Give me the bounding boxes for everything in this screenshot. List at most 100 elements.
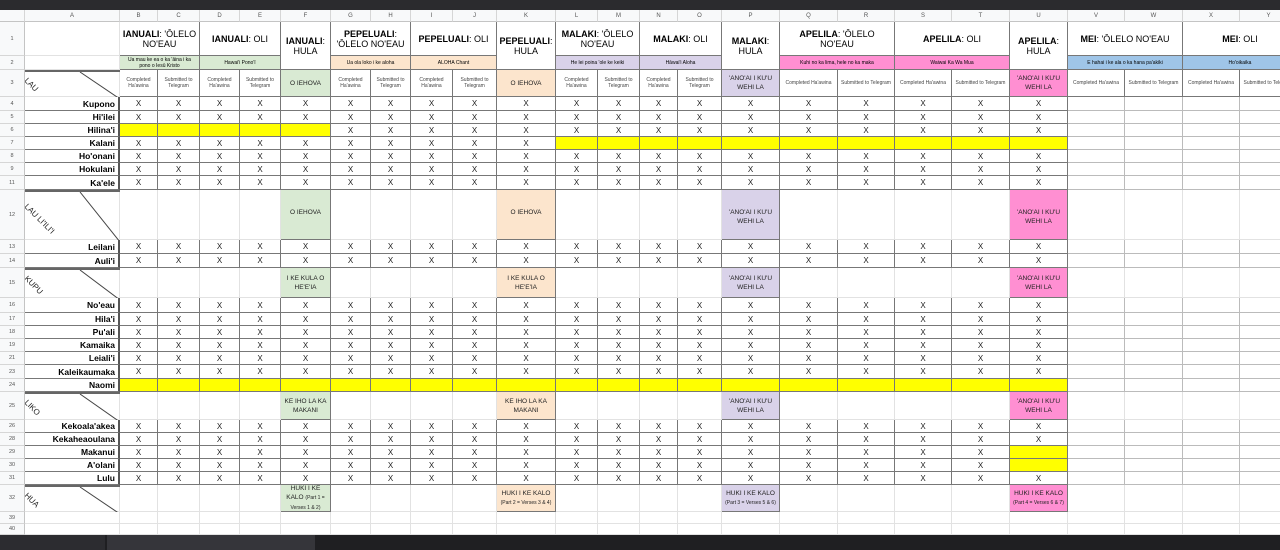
cell[interactable]	[838, 485, 895, 512]
cell[interactable]	[640, 268, 678, 298]
completion-mark[interactable]: X	[453, 339, 497, 352]
completion-mark[interactable]: X	[158, 163, 200, 176]
cell[interactable]	[780, 512, 838, 524]
completion-mark[interactable]: X	[556, 313, 598, 326]
completion-mark[interactable]: X	[722, 459, 780, 472]
completion-mark[interactable]: X	[331, 472, 371, 485]
completion-mark[interactable]: X	[640, 352, 678, 365]
cell-l[interactable]	[556, 379, 598, 392]
completion-mark[interactable]: X	[331, 326, 371, 339]
cell-x[interactable]	[1183, 240, 1240, 254]
row-header-1[interactable]: 1	[0, 22, 25, 56]
completion-mark[interactable]: X	[281, 352, 331, 365]
completion-mark[interactable]: X	[331, 137, 371, 150]
completion-mark[interactable]: X	[722, 420, 780, 433]
cell-x[interactable]	[1183, 163, 1240, 176]
completion-mark[interactable]: X	[722, 339, 780, 352]
completion-mark[interactable]: X	[411, 137, 453, 150]
completion-mark[interactable]: X	[838, 352, 895, 365]
cell[interactable]	[1068, 485, 1125, 512]
cell[interactable]	[240, 524, 281, 535]
completion-mark[interactable]: X	[678, 472, 722, 485]
cell[interactable]	[25, 268, 120, 298]
completion-mark[interactable]: X	[952, 365, 1010, 379]
completion-mark[interactable]: X	[598, 326, 640, 339]
completion-mark[interactable]: X	[838, 433, 895, 446]
completion-mark[interactable]: X	[371, 254, 411, 268]
completion-mark[interactable]: X	[598, 352, 640, 365]
completion-mark[interactable]: X	[120, 137, 158, 150]
column-header-h[interactable]: H	[371, 10, 411, 22]
cell-w[interactable]	[1125, 163, 1183, 176]
completion-mark[interactable]: X	[411, 352, 453, 365]
completion-mark[interactable]: X	[722, 240, 780, 254]
cell[interactable]	[200, 485, 240, 512]
completion-mark[interactable]: X	[598, 446, 640, 459]
completion-mark[interactable]: X	[556, 240, 598, 254]
completion-mark[interactable]: X	[411, 298, 453, 313]
select-all-corner[interactable]	[0, 10, 25, 22]
bottom-bar-tab[interactable]	[107, 535, 315, 550]
column-header-v[interactable]: V	[1068, 10, 1125, 22]
completion-mark[interactable]: X	[497, 326, 556, 339]
cell-y[interactable]	[1240, 446, 1280, 459]
cell-d[interactable]	[200, 379, 240, 392]
cell-v[interactable]	[1068, 339, 1125, 352]
completion-mark[interactable]: X	[371, 313, 411, 326]
completion-mark[interactable]: X	[598, 254, 640, 268]
completion-mark[interactable]: X	[200, 420, 240, 433]
cell-x[interactable]	[1183, 420, 1240, 433]
cell[interactable]	[371, 392, 411, 420]
completion-mark[interactable]: X	[838, 163, 895, 176]
completion-mark[interactable]: X	[453, 298, 497, 313]
completion-mark[interactable]: X	[453, 433, 497, 446]
completion-mark[interactable]: X	[640, 124, 678, 137]
completion-mark[interactable]: X	[678, 365, 722, 379]
cell[interactable]	[120, 268, 158, 298]
cell[interactable]	[1010, 512, 1068, 524]
completion-mark[interactable]: X	[838, 420, 895, 433]
cell[interactable]	[240, 268, 281, 298]
completion-mark[interactable]: X	[1010, 339, 1068, 352]
cell[interactable]	[895, 190, 952, 240]
completion-mark[interactable]: X	[1010, 365, 1068, 379]
completion-mark[interactable]: X	[952, 446, 1010, 459]
completion-mark[interactable]: X	[281, 472, 331, 485]
completion-mark[interactable]: X	[120, 446, 158, 459]
completion-mark[interactable]: X	[281, 420, 331, 433]
completion-mark[interactable]: X	[838, 339, 895, 352]
completion-mark[interactable]: X	[678, 163, 722, 176]
completion-mark[interactable]: X	[556, 176, 598, 190]
column-header-a[interactable]: A	[25, 10, 120, 22]
completion-mark[interactable]: X	[371, 446, 411, 459]
completion-mark[interactable]: X	[240, 298, 281, 313]
completion-mark[interactable]: X	[200, 326, 240, 339]
completion-mark[interactable]: X	[895, 433, 952, 446]
completion-mark[interactable]: X	[556, 365, 598, 379]
completion-mark[interactable]: X	[158, 352, 200, 365]
cell[interactable]	[640, 485, 678, 512]
cell-c[interactable]	[158, 379, 200, 392]
cell-c[interactable]	[158, 124, 200, 137]
row-header-19[interactable]: 19	[0, 339, 25, 352]
completion-mark[interactable]: X	[598, 420, 640, 433]
bottom-bar-tab[interactable]	[0, 535, 105, 550]
completion-mark[interactable]: X	[240, 163, 281, 176]
completion-mark[interactable]: X	[411, 150, 453, 163]
completion-mark[interactable]: X	[411, 365, 453, 379]
completion-mark[interactable]: X	[722, 433, 780, 446]
cell[interactable]	[281, 512, 331, 524]
cell-x[interactable]	[1183, 176, 1240, 190]
cell[interactable]	[780, 190, 838, 240]
completion-mark[interactable]: X	[678, 240, 722, 254]
cell-w[interactable]	[1125, 433, 1183, 446]
completion-mark[interactable]: X	[158, 313, 200, 326]
cell[interactable]	[453, 512, 497, 524]
completion-mark[interactable]: X	[722, 124, 780, 137]
row-header-31[interactable]: 31	[0, 472, 25, 485]
cell-x[interactable]	[1183, 97, 1240, 111]
completion-mark[interactable]: X	[598, 339, 640, 352]
cell[interactable]	[952, 190, 1010, 240]
completion-mark[interactable]: X	[952, 97, 1010, 111]
cell-y[interactable]	[1240, 459, 1280, 472]
